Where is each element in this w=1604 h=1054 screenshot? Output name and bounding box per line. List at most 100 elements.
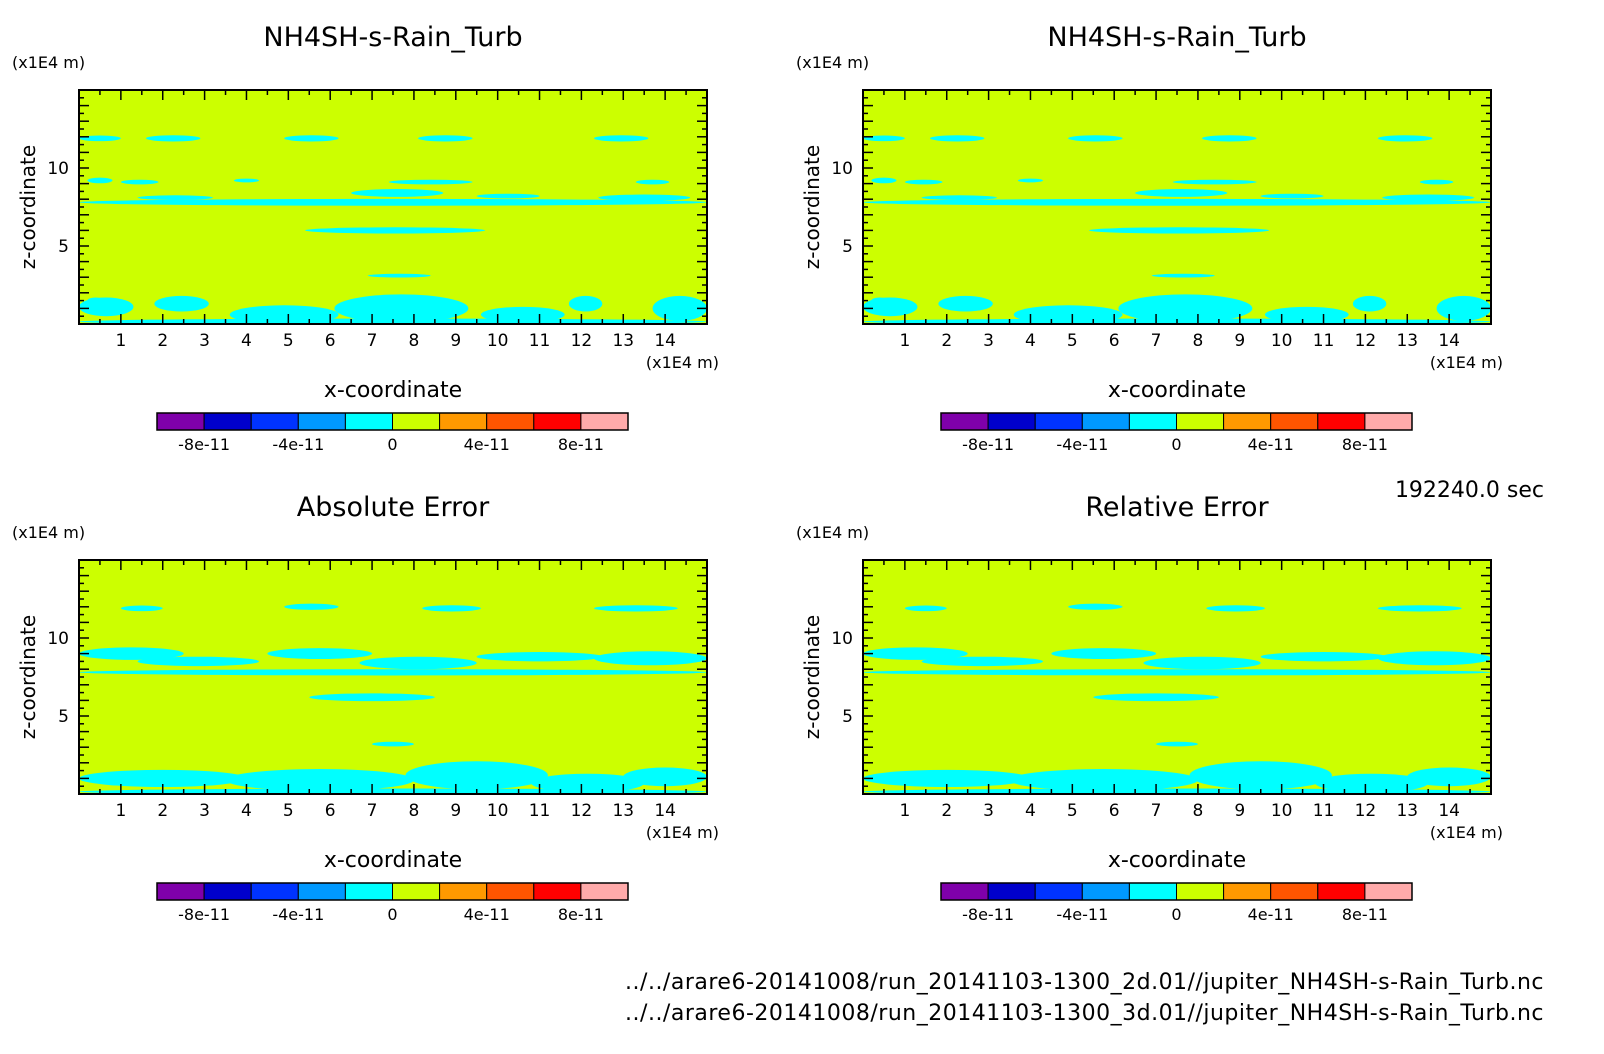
colorbar-label: 4e-11: [464, 435, 510, 454]
plot-background: [863, 90, 1491, 324]
plot-background: [863, 560, 1491, 794]
contour-region: [476, 193, 540, 199]
y-axis-label: z-coordinate: [800, 615, 824, 739]
colorbar-swatch: [987, 412, 1036, 431]
y-unit-label: (x1E4 m): [796, 523, 869, 542]
x-tick-label: 6: [325, 801, 336, 821]
colorbar-swatch: [940, 882, 989, 901]
contour-region: [904, 605, 947, 612]
x-tick-label: 14: [1438, 801, 1460, 821]
x-tick-label: 9: [450, 801, 461, 821]
colorbar-label: 0: [387, 905, 397, 924]
y-axis-label: z-coordinate: [16, 145, 40, 269]
chart-title: Relative Error: [1085, 492, 1269, 523]
y-tick-label: 10: [47, 159, 69, 179]
x-tick-label: 3: [983, 331, 994, 351]
x-tick-label: 11: [1313, 331, 1335, 351]
colorbar-swatch: [987, 882, 1036, 901]
colorbar-label: -4e-11: [272, 905, 324, 924]
contour-region: [1068, 603, 1123, 610]
contour-region: [79, 647, 184, 660]
x-tick-label: 2: [157, 801, 168, 821]
contour-region: [863, 297, 918, 317]
x-tick-label: 14: [654, 801, 676, 821]
x-tick-label: 1: [115, 331, 126, 351]
x-tick-label: 3: [983, 801, 994, 821]
contour-region: [284, 135, 339, 142]
contour-region: [863, 198, 1491, 206]
contour-region: [1377, 135, 1433, 142]
contour-region: [1315, 773, 1429, 793]
colorbar-swatch: [1081, 882, 1130, 901]
contour-region: [1051, 648, 1157, 660]
contour-region: [863, 647, 968, 660]
x-tick-label: 13: [1396, 801, 1418, 821]
contour-region: [904, 179, 943, 185]
contour-region: [305, 227, 486, 234]
x-tick-label: 6: [1109, 331, 1120, 351]
x-tick-label: 8: [409, 801, 420, 821]
x-tick-label: 10: [487, 331, 509, 351]
colorbar-swatch: [250, 882, 299, 901]
x-tick-label: 10: [487, 801, 509, 821]
colorbar-label: -8e-11: [178, 435, 230, 454]
contour-region: [1068, 135, 1123, 142]
x-tick-label: 10: [1271, 331, 1293, 351]
colorbar-label: 0: [387, 435, 397, 454]
plot-background: [79, 560, 707, 794]
x-unit-label: (x1E4 m): [1430, 353, 1503, 372]
colorbar-swatch: [1128, 882, 1177, 901]
y-unit-label: (x1E4 m): [796, 53, 869, 72]
colorbar-label: -4e-11: [1056, 435, 1108, 454]
x-tick-label: 7: [1151, 331, 1162, 351]
x-tick-label: 13: [612, 331, 634, 351]
chart-title: NH4SH-s-Rain_Turb: [263, 22, 522, 53]
contour-region: [1352, 295, 1387, 312]
x-tick-label: 7: [367, 801, 378, 821]
colorbar-swatch: [344, 882, 393, 901]
x-tick-label: 10: [1271, 801, 1293, 821]
x-tick-label: 9: [450, 331, 461, 351]
x-tick-label: 2: [941, 331, 952, 351]
y-unit-label: (x1E4 m): [12, 53, 85, 72]
contour-region: [598, 194, 691, 201]
y-axis-label: z-coordinate: [16, 615, 40, 739]
contour-region-group: [863, 135, 1491, 324]
colorbar-label: 8e-11: [558, 435, 604, 454]
contour-region: [233, 178, 260, 183]
colorbar-swatch: [392, 412, 441, 431]
contour-region: [388, 179, 473, 185]
contour-region: [1377, 605, 1462, 612]
colorbar-swatch: [1270, 412, 1319, 431]
x-tick-label: 12: [571, 331, 593, 351]
contour-region: [1118, 294, 1253, 323]
x-tick-label: 12: [571, 801, 593, 821]
contour-region: [863, 135, 905, 142]
colorbar-swatch: [344, 412, 393, 431]
x-tick-label: 5: [283, 331, 294, 351]
contour-region: [225, 769, 414, 791]
contour-region: [1264, 306, 1349, 323]
x-tick-label: 8: [1193, 801, 1204, 821]
x-tick-label: 3: [199, 801, 210, 821]
contour-region: [476, 652, 603, 662]
colorbar-label: 4e-11: [464, 905, 510, 924]
y-axis-label: z-coordinate: [800, 145, 824, 269]
x-tick-label: 4: [241, 331, 252, 351]
y-tick-label: 10: [831, 159, 853, 179]
contour-region: [351, 189, 444, 197]
colorbar: -8e-11 -4e-11 0 4e-11 8e-11: [156, 412, 629, 454]
contour-region: [79, 198, 707, 206]
colorbar-swatch: [439, 882, 488, 901]
contour-region-group: [863, 603, 1491, 794]
x-tick-label: 6: [325, 331, 336, 351]
x-unit-label: (x1E4 m): [646, 353, 719, 372]
contour-region: [1260, 652, 1387, 662]
chart-panel-2: NH4SH-s-Rain_Turb(x1E4 m)(x1E4 m)1 2 3 4 5 6 7…: [796, 22, 1503, 454]
x-axis-label: x-coordinate: [324, 378, 462, 403]
contour-region: [79, 135, 121, 142]
contour-region: [120, 605, 163, 612]
colorbar-swatch: [1223, 412, 1272, 431]
colorbar-swatch: [250, 412, 299, 431]
y-tick-label: 5: [58, 707, 69, 727]
